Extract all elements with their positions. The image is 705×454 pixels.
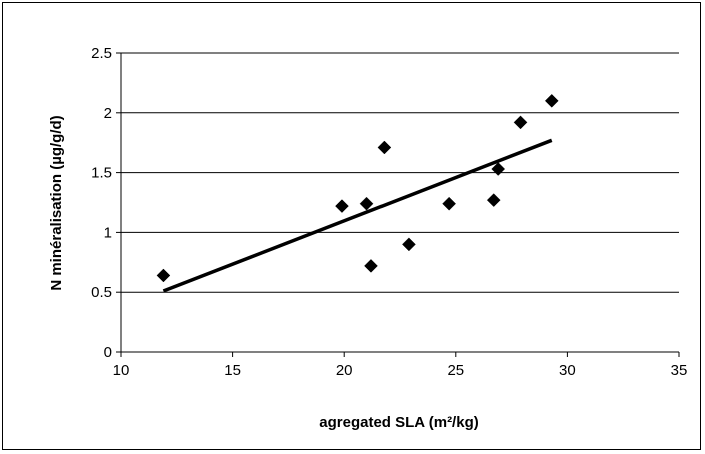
tick-labels: 0 0.5 1 1.5 2 2.5 10 15 20 25 30 35	[91, 45, 687, 379]
gridlines	[121, 52, 679, 293]
y-tick-label-0: 0	[104, 344, 112, 361]
data-point-5	[402, 237, 416, 252]
x-tick-label-3: 25	[447, 362, 464, 379]
x-tick-label-4: 30	[559, 362, 576, 379]
x-tick-label-1: 15	[224, 362, 241, 379]
data-point-9	[513, 115, 528, 130]
y-tick-label-4: 2	[104, 105, 112, 122]
data-point-4	[377, 140, 392, 155]
y-tick-label-3: 1.5	[91, 165, 112, 182]
data-point-1	[335, 199, 349, 213]
trendline-group	[162, 138, 553, 293]
data-point-7	[486, 193, 501, 207]
y-tick-label-2: 1	[104, 224, 112, 241]
trendline	[162, 138, 553, 293]
data-points	[156, 93, 559, 283]
x-tick-label-0: 10	[113, 362, 130, 379]
x-tick-label-5: 35	[671, 362, 688, 379]
y-tick-label-1: 0.5	[91, 284, 112, 301]
axes	[116, 52, 680, 357]
y-tick-label-5: 2.5	[91, 45, 112, 62]
data-point-3	[364, 259, 378, 273]
data-point-0	[156, 268, 171, 283]
data-point-2	[359, 196, 374, 211]
chart-frame	[2, 2, 701, 450]
data-point-8	[491, 162, 506, 176]
data-point-10	[544, 93, 559, 108]
data-point-6	[442, 196, 456, 211]
y-axis-title: N minéralisation (µg/g/d)	[48, 115, 65, 290]
x-axis-title: agregated SLA (m²/kg)	[319, 414, 478, 431]
x-tick-label-2: 20	[336, 362, 353, 379]
